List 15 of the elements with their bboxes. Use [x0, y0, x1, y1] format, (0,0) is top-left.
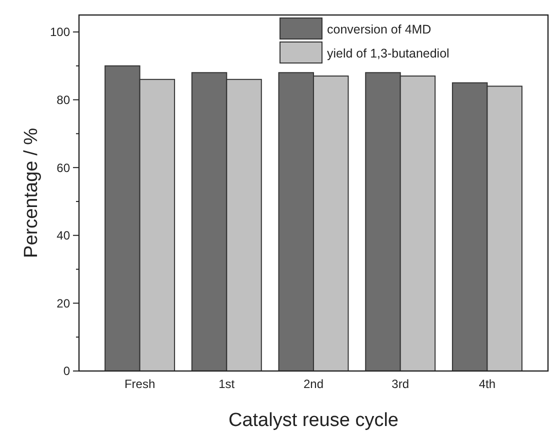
legend-label: yield of 1,3-butanediol: [327, 46, 450, 60]
y-tick-label: 100: [50, 25, 70, 40]
x-tick-label: 4th: [478, 377, 496, 391]
y-tick-label: 20: [56, 296, 70, 310]
y-tick-label: 40: [56, 228, 70, 243]
legend-label: conversion of 4MD: [327, 22, 432, 36]
y-axis-title: Percentage / %: [21, 128, 42, 258]
x-tick-label: 1st: [218, 377, 236, 391]
y-tick-label: 60: [56, 160, 70, 175]
x-tick-label: 3rd: [392, 377, 410, 391]
y-tick-label: 80: [56, 92, 70, 107]
x-tick-label: 2nd: [303, 377, 324, 391]
y-tick-label: 0: [63, 364, 70, 378]
x-tick-label: Fresh: [124, 377, 156, 391]
x-axis-title: Catalyst reuse cycle: [228, 410, 399, 431]
